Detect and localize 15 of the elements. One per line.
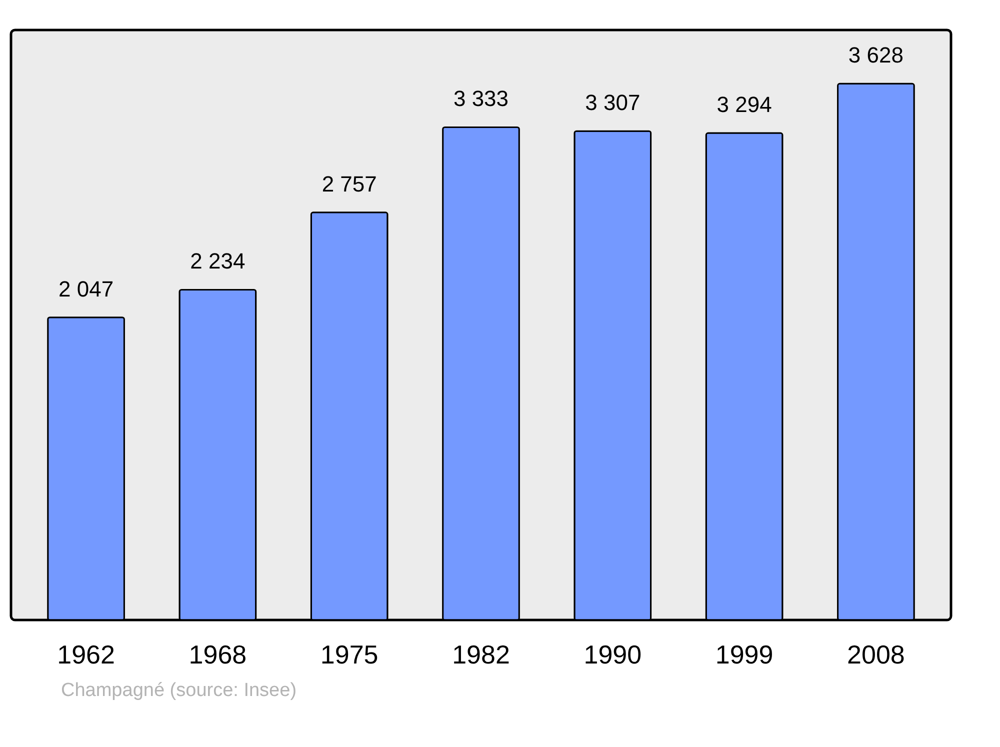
data-label: 3 628 — [848, 42, 904, 68]
data-label: 2 234 — [190, 248, 246, 274]
text: Champagné (source: Insee) — [61, 680, 297, 701]
x-tick-label: 1999 — [715, 640, 774, 670]
data-label: 3 333 — [453, 86, 509, 112]
x-tick-label: 1990 — [584, 640, 642, 670]
data-label: 2 047 — [58, 276, 114, 302]
data-label: 2 757 — [322, 171, 377, 196]
data-label: 3 294 — [716, 92, 772, 118]
data-label: 3 307 — [585, 90, 640, 116]
x-tick-label: 1982 — [452, 640, 510, 670]
x-tick-label: 1962 — [57, 640, 115, 670]
x-tick-label: 1975 — [320, 640, 378, 670]
x-tick-label: 2008 — [847, 640, 905, 670]
x-tick-label: 1968 — [188, 640, 247, 670]
